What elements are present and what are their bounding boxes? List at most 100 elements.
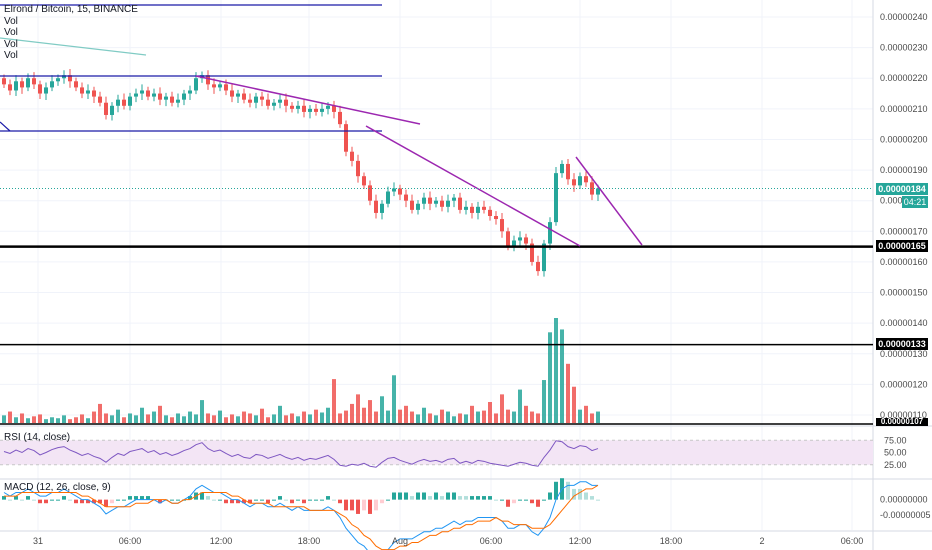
volume-bar xyxy=(380,396,384,423)
candle-body xyxy=(548,222,552,244)
volume-bar xyxy=(392,375,396,423)
price-tick-label: 0.00000220 xyxy=(880,73,928,83)
candle-body xyxy=(572,179,576,186)
candle-body xyxy=(296,105,300,109)
candle-body xyxy=(248,99,252,103)
macd-histogram-bar xyxy=(374,499,378,511)
volume-bar xyxy=(476,411,480,423)
candle-body xyxy=(470,206,474,213)
macd-histogram-bar xyxy=(308,499,312,501)
macd-histogram-bar xyxy=(566,481,570,500)
macd-histogram-bar xyxy=(272,499,276,501)
volume-bar xyxy=(356,394,360,423)
vol-legend-4[interactable]: Vol xyxy=(4,50,18,61)
macd-histogram-bar xyxy=(134,496,138,500)
candle-body xyxy=(104,102,108,115)
volume-bar xyxy=(62,415,66,423)
candle-body xyxy=(428,197,432,204)
rsi-band-fill xyxy=(0,440,873,465)
volume-bar xyxy=(242,411,246,423)
volume-bar xyxy=(470,405,474,423)
vol-legend-2[interactable]: Vol xyxy=(4,27,18,38)
macd-histogram-bar xyxy=(380,499,384,504)
volume-bar xyxy=(584,405,588,423)
candle-body xyxy=(446,200,450,207)
candle-body xyxy=(488,209,492,216)
price-tick-label: 0.00000160 xyxy=(880,257,928,267)
macd-histogram-bar xyxy=(80,499,84,504)
volume-bar xyxy=(194,414,198,423)
volume-bar xyxy=(344,410,348,423)
volume-bar xyxy=(308,414,312,423)
volume-bar xyxy=(56,418,60,423)
volume-bar xyxy=(32,416,36,423)
vol-legend-3[interactable]: Vol xyxy=(4,38,18,50)
candle-body xyxy=(380,203,384,213)
volume-bar xyxy=(542,380,546,423)
macd-histogram-bar xyxy=(92,499,96,504)
volume-bar xyxy=(296,416,300,423)
candle-body xyxy=(284,99,288,106)
macd-histogram-bar xyxy=(446,492,450,500)
symbol-title[interactable]: Elrond / Bitcoin, 15, BINANCE xyxy=(4,4,138,15)
candle-body xyxy=(536,261,540,272)
candle-body xyxy=(188,90,192,94)
macd-histogram-bar xyxy=(530,499,534,504)
candle-body xyxy=(458,197,462,210)
macd-histogram-bar xyxy=(524,499,528,501)
candle-body xyxy=(92,90,96,97)
candle-body xyxy=(302,105,306,112)
time-tick-label: 12:00 xyxy=(210,536,233,546)
macd-histogram-bar xyxy=(290,499,294,504)
volume-bar xyxy=(260,408,264,423)
volume-bar xyxy=(92,411,96,423)
candle-body xyxy=(236,93,240,97)
volume-bar xyxy=(122,417,126,423)
candle-body xyxy=(128,96,132,106)
macd-histogram-bar xyxy=(344,499,348,511)
candle-body xyxy=(416,203,420,210)
candle-body xyxy=(374,200,378,213)
trendline-recent xyxy=(575,156,643,246)
candle-body xyxy=(512,240,516,247)
volume-bar xyxy=(440,409,444,423)
candle-body xyxy=(320,108,324,112)
volume-bar xyxy=(434,415,438,423)
time-tick-label: 18:00 xyxy=(298,536,321,546)
price-tick-label: 0.00000210 xyxy=(880,104,928,114)
volume-bar xyxy=(272,414,276,423)
volume-bar xyxy=(224,417,228,423)
rsi-title[interactable]: RSI (14, close) xyxy=(4,432,71,443)
macd-histogram-bar xyxy=(578,488,582,500)
candle-body xyxy=(554,173,558,223)
volume-bar xyxy=(404,405,408,423)
macd-histogram-bar xyxy=(44,499,48,504)
time-tick-label: 12:00 xyxy=(569,536,592,546)
volume-bar xyxy=(212,415,216,423)
macd-histogram-bar xyxy=(404,492,408,500)
time-tick-label: 18:00 xyxy=(660,536,683,546)
rsi-tick-label: 25.00 xyxy=(884,460,907,470)
macd-histogram-bar xyxy=(128,496,132,500)
candle-body xyxy=(308,108,312,112)
candle-body xyxy=(146,90,150,97)
volume-bar xyxy=(386,410,390,423)
volume-bar xyxy=(446,411,450,423)
volume-bar xyxy=(482,410,486,423)
price-tick-label: 0.00000230 xyxy=(880,43,928,53)
macd-histogram-bar xyxy=(536,499,540,507)
volume-bar xyxy=(578,409,582,423)
volume-bar xyxy=(422,407,426,423)
candle-body xyxy=(212,84,216,88)
macd-histogram-bar xyxy=(68,499,72,501)
macd-tick-label: -0.00000005 xyxy=(880,510,931,520)
macd-title[interactable]: MACD (12, 26, close, 9) xyxy=(4,482,111,493)
volume-bar xyxy=(20,413,24,423)
vol-legend-1[interactable]: Vol xyxy=(4,15,18,27)
candle-body xyxy=(290,105,294,109)
macd-histogram-bar xyxy=(188,496,192,500)
macd-histogram-bar xyxy=(200,492,204,500)
macd-histogram-bar xyxy=(596,499,600,501)
macd-histogram-bar xyxy=(410,496,414,500)
